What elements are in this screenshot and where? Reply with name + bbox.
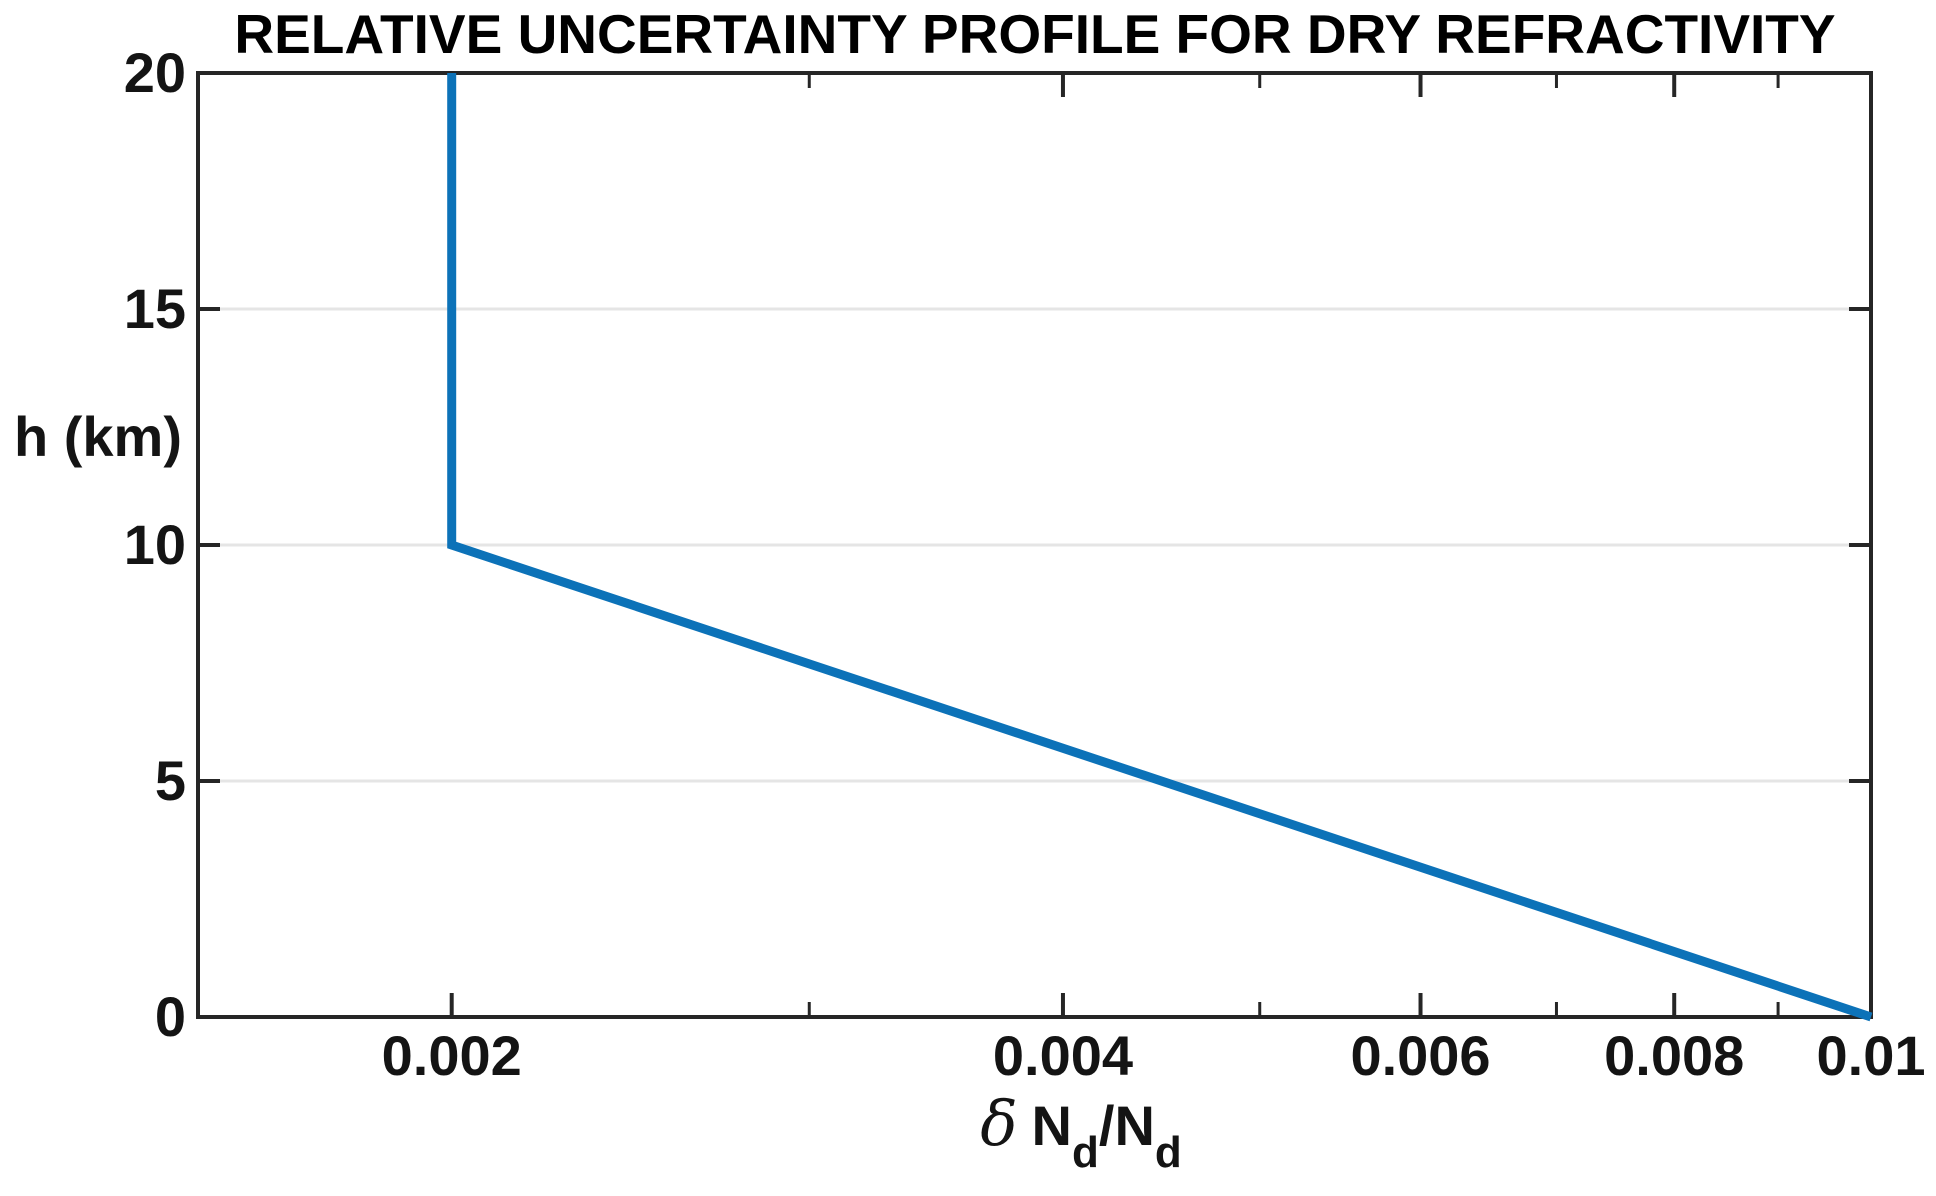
y-tick-label: 15 [123, 277, 186, 340]
x-tick-label: 0.002 [381, 1024, 522, 1087]
axes-box [196, 71, 1873, 1019]
x-label-numerator-subscript: d [1071, 1128, 1099, 1177]
x-label-denominator-subscript: d [1154, 1128, 1182, 1177]
x-tick-label: 0.004 [992, 1024, 1134, 1087]
x-tick-label: 0.01 [1816, 1024, 1926, 1087]
y-tick-label: 20 [123, 41, 186, 104]
y-tick-label: 5 [154, 749, 186, 812]
x-tick-label: 0.006 [1350, 1024, 1491, 1087]
x-tick-label: 0.008 [1604, 1024, 1745, 1087]
x-axis-label: δ Nd/Nd [781, 1092, 1381, 1175]
data-line [447, 73, 1873, 1022]
y-tick-label: 10 [123, 513, 186, 576]
x-label-numerator: N [1031, 1094, 1072, 1157]
chart-title: RELATIVE UNCERTAINTY PROFILE FOR DRY REF… [234, 3, 1836, 65]
delta-symbol: δ [980, 1087, 1018, 1160]
x-label-denominator: N [1114, 1094, 1155, 1157]
y-axis-label: h (km) [14, 405, 182, 468]
y-tick-label: 0 [154, 985, 186, 1048]
x-label-slash: / [1098, 1094, 1115, 1157]
